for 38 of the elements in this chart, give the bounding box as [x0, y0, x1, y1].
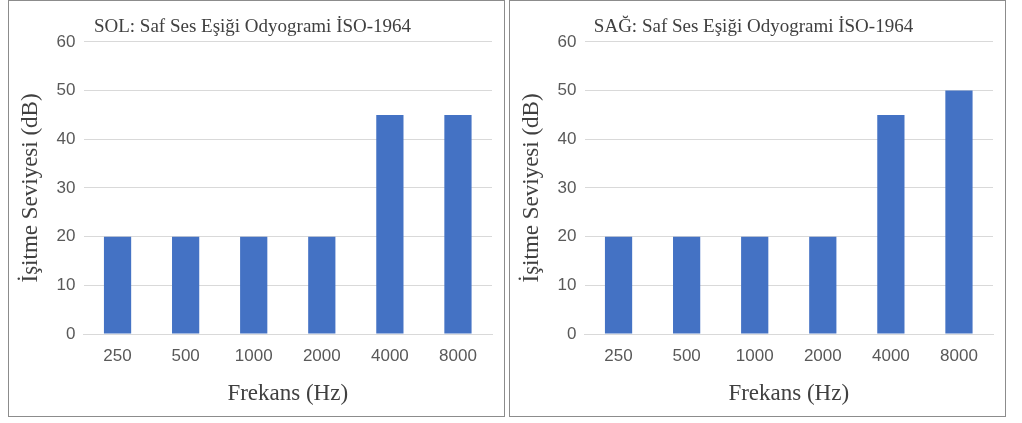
y-tick-label: 40	[557, 128, 577, 148]
x-axis-title: Frekans (Hz)	[227, 380, 349, 406]
y-tick-label: 30	[557, 177, 577, 197]
x-tick-label: 500	[171, 345, 200, 365]
y-tick-label: 60	[56, 31, 76, 51]
bar	[877, 114, 905, 334]
bar	[809, 236, 837, 334]
x-tick-label: 4000	[871, 345, 910, 365]
bar	[604, 236, 633, 334]
x-tick-label: 500	[672, 345, 701, 365]
bar	[741, 236, 769, 334]
x-tick-label: 2000	[302, 345, 341, 365]
y-tick-label: 10	[56, 275, 76, 294]
y-tick-label: 40	[56, 128, 76, 148]
x-tick-label: 8000	[940, 345, 978, 365]
y-tick-label: 0	[567, 323, 577, 343]
y-tick-label: 10	[557, 275, 577, 294]
y-tick-label: 60	[557, 31, 577, 51]
y-tick-label: 20	[56, 226, 76, 246]
bar	[673, 236, 701, 334]
y-tick-label: 50	[56, 80, 76, 100]
x-tick-label: 4000	[370, 345, 409, 365]
y-tick-label: 30	[56, 177, 76, 197]
y-axis-title: İşitme Seviyesi (dB)	[16, 93, 42, 283]
bar	[945, 90, 973, 334]
x-tick-label: 8000	[439, 345, 477, 365]
x-tick-label: 1000	[234, 345, 273, 365]
y-tick-label: 20	[557, 226, 577, 246]
chart-title: SAĞ: Saf Ses Eşiği Odyogrami İSO-1964	[593, 15, 914, 37]
x-tick-label: 1000	[735, 345, 774, 365]
y-tick-label: 50	[557, 80, 577, 100]
y-tick-label: 0	[66, 323, 76, 343]
x-tick-label: 250	[103, 345, 132, 365]
x-tick-label: 250	[604, 345, 633, 365]
y-axis-title: İşitme Seviyesi (dB)	[517, 93, 543, 283]
chart-title: SOL: Saf Ses Eşiği Odyogrami İSO-1964	[93, 15, 412, 37]
x-axis-title: Frekans (Hz)	[728, 380, 850, 406]
x-tick-label: 2000	[803, 345, 842, 365]
